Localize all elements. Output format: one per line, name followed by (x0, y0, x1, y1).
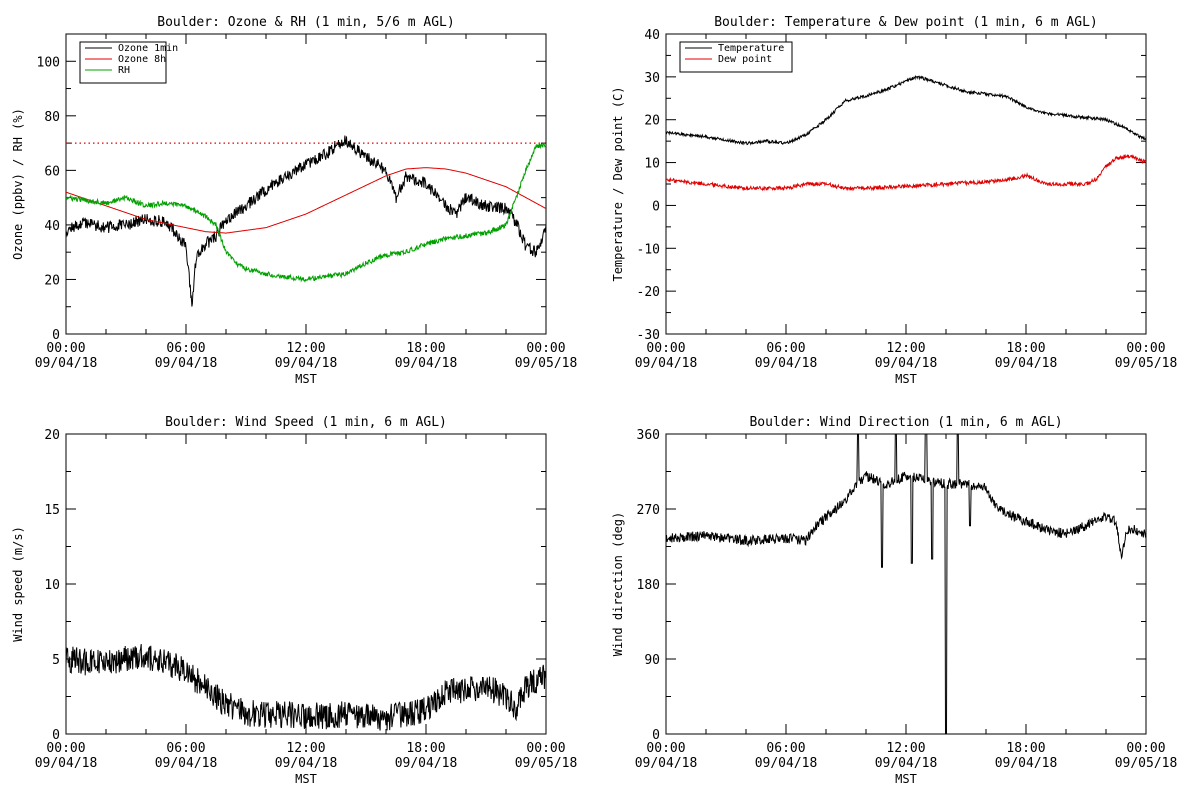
y-tick-label: 20 (44, 428, 60, 443)
x-tick-time: 06:00 (766, 341, 805, 356)
y-tick-label: 20 (644, 114, 660, 129)
x-tick-time: 18:00 (1006, 741, 1045, 756)
y-tick-label: 0 (52, 728, 60, 743)
x-tick-time: 12:00 (286, 341, 325, 356)
x-tick-date: 09/04/18 (395, 756, 458, 771)
x-tick-date: 09/04/18 (875, 756, 938, 771)
x-tick-time: 06:00 (766, 741, 805, 756)
x-tick-date: 09/04/18 (635, 756, 698, 771)
y-tick-label: 10 (44, 578, 60, 593)
y-tick-label: -30 (637, 328, 660, 343)
x-tick-time: 06:00 (166, 741, 205, 756)
y-axis-label: Ozone (ppbv) / RH (%) (11, 108, 25, 260)
x-tick-date: 09/04/18 (755, 356, 818, 371)
x-tick-time: 00:00 (646, 341, 685, 356)
x-tick-time: 00:00 (1126, 341, 1165, 356)
y-tick-label: 40 (44, 219, 60, 234)
x-tick-time: 00:00 (526, 341, 565, 356)
x-tick-date: 09/04/18 (755, 756, 818, 771)
chart-title: Boulder: Ozone & RH (1 min, 5/6 m AGL) (157, 15, 454, 30)
x-tick-time: 12:00 (886, 741, 925, 756)
x-tick-date: 09/05/18 (515, 756, 578, 771)
x-tick-time: 00:00 (46, 341, 85, 356)
y-tick-label: 270 (637, 503, 660, 518)
x-tick-date: 09/05/18 (515, 356, 578, 371)
x-tick-time: 06:00 (166, 341, 205, 356)
x-tick-date: 09/05/18 (1115, 756, 1178, 771)
y-tick-label: 5 (52, 653, 60, 668)
y-tick-label: 30 (644, 71, 660, 86)
x-tick-date: 09/04/18 (995, 356, 1058, 371)
legend-label: Dew point (718, 54, 772, 65)
x-axis-label: MST (895, 772, 917, 786)
x-tick-time: 00:00 (526, 741, 565, 756)
y-axis-label: Wind speed (m/s) (11, 526, 25, 642)
y-tick-label: 80 (44, 110, 60, 125)
x-axis-label: MST (295, 772, 317, 786)
chart-title: Boulder: Wind Speed (1 min, 6 m AGL) (165, 415, 447, 430)
x-tick-time: 18:00 (406, 741, 445, 756)
chart-panel-wspd: Boulder: Wind Speed (1 min, 6 m AGL) 0 5 10… (11, 415, 577, 786)
y-tick-label: 10 (644, 157, 660, 172)
x-tick-date: 09/04/18 (35, 756, 98, 771)
y-axis-label: Wind direction (deg) (611, 512, 625, 657)
series-line-wdir (666, 434, 1146, 734)
y-tick-label: 0 (652, 199, 660, 214)
chart-title: Boulder: Temperature & Dew point (1 min,… (714, 15, 1098, 30)
x-axis-label: MST (895, 372, 917, 386)
legend-label: Ozone 8h (118, 54, 166, 65)
y-tick-label: -20 (637, 285, 660, 300)
y-tick-label: 90 (644, 653, 660, 668)
series-line-temperature (666, 75, 1146, 146)
y-tick-label: 360 (637, 428, 660, 443)
x-tick-date: 09/04/18 (155, 756, 218, 771)
x-tick-time: 00:00 (646, 741, 685, 756)
y-axis-label: Temperature / Dew point (C) (611, 86, 625, 281)
x-axis-label: MST (295, 372, 317, 386)
y-tick-label: 0 (652, 728, 660, 743)
legend-box (79, 41, 167, 84)
chart-panel-temp: Boulder: Temperature & Dew point (1 min,… (611, 15, 1177, 386)
x-tick-time: 00:00 (1126, 741, 1165, 756)
x-tick-date: 09/04/18 (35, 356, 98, 371)
x-tick-time: 12:00 (886, 341, 925, 356)
chart-title: Boulder: Wind Direction (1 min, 6 m AGL) (749, 415, 1062, 430)
x-tick-time: 18:00 (1006, 341, 1045, 356)
x-tick-date: 09/04/18 (275, 356, 338, 371)
legend-label: Temperature (718, 43, 784, 54)
series-line-rh (66, 143, 546, 283)
y-tick-label: 15 (44, 503, 60, 518)
legend-label: RH (118, 65, 130, 76)
x-tick-time: 12:00 (286, 741, 325, 756)
legend-label: Ozone 1min (118, 43, 178, 54)
x-tick-time: 18:00 (406, 341, 445, 356)
y-tick-label: 60 (44, 164, 60, 179)
y-tick-label: 180 (637, 578, 660, 593)
x-tick-date: 09/05/18 (1115, 356, 1178, 371)
series-line-ozone-8h (66, 167, 546, 234)
legend-box (679, 41, 793, 73)
y-tick-label: -10 (637, 242, 660, 257)
x-tick-date: 09/04/18 (395, 356, 458, 371)
series-line-wspd (66, 643, 546, 731)
chart-panel-ozone: Boulder: Ozone & RH (1 min, 5/6 m AGL) 0 2… (11, 15, 577, 386)
chart-panel-wdir: Boulder: Wind Direction (1 min, 6 m AGL)… (611, 415, 1177, 786)
x-tick-time: 00:00 (46, 741, 85, 756)
x-tick-date: 09/04/18 (635, 356, 698, 371)
x-tick-date: 09/04/18 (275, 756, 338, 771)
x-tick-date: 09/04/18 (995, 756, 1058, 771)
x-tick-date: 09/04/18 (155, 356, 218, 371)
y-tick-label: 20 (44, 273, 60, 288)
x-tick-date: 09/04/18 (875, 356, 938, 371)
series-line-dew-point (666, 153, 1146, 192)
y-tick-label: 100 (37, 55, 60, 70)
y-tick-label: 0 (52, 328, 60, 343)
y-tick-label: 40 (644, 28, 660, 43)
